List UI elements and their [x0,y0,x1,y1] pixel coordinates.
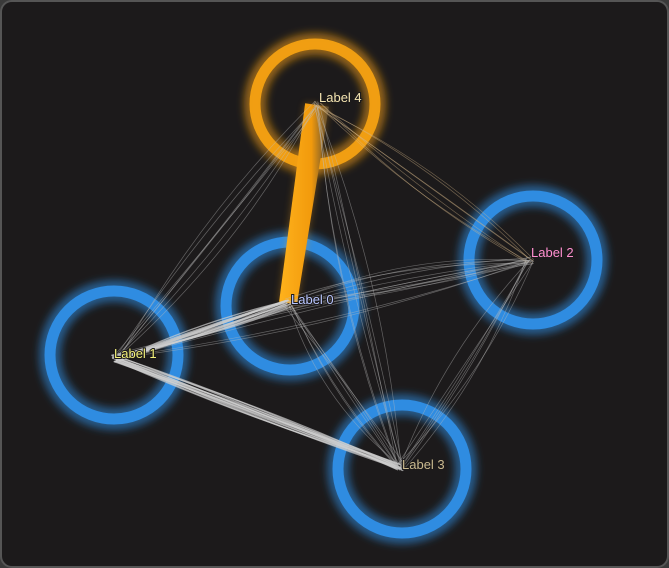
edge-1-3 [111,354,404,472]
node-ring-1[interactable] [39,280,189,430]
edge-0-1 [111,299,292,363]
edges [111,100,535,472]
edge-1-2 [111,259,534,360]
edge-0-3 [284,301,404,469]
node-ring-3[interactable] [327,394,477,544]
node-label-0: Label 0 [291,292,334,307]
edge-0-2 [284,256,534,307]
node-labels: Label 0 Label 1 Label 2 Label 3 Label 4 [113,89,575,473]
edge-4-2 [313,101,535,265]
edge-4-0 [279,103,329,305]
node-label-4: Label 4 [319,90,362,105]
node-label-3: Label 3 [402,457,445,472]
node-rings [39,33,608,544]
edge-2-3 [396,257,534,470]
edge-4-1 [111,100,321,363]
edge-4-3 [314,101,403,471]
node-ring-2[interactable] [458,185,608,335]
node-label-2: Label 2 [531,245,574,260]
node-label-1: Label 1 [114,346,157,361]
